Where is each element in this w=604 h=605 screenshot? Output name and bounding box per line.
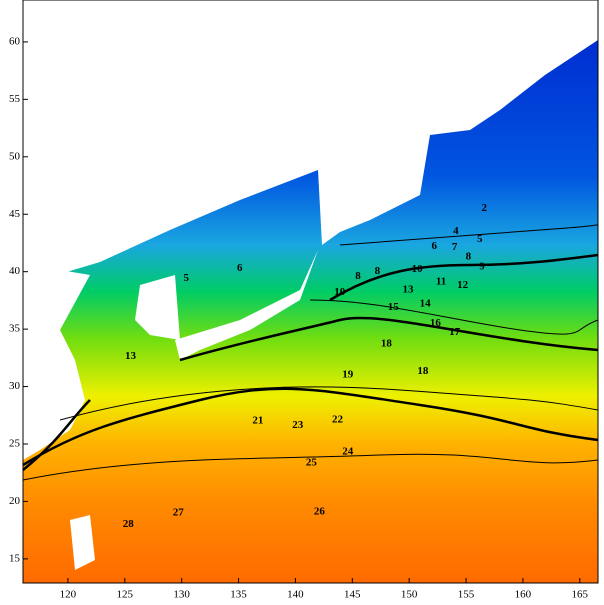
contour-lines [22, 224, 599, 481]
contour-label: 5 [183, 272, 189, 284]
contour-label: 21 [252, 415, 263, 427]
contour-label: 18 [381, 338, 393, 350]
contour-label: 9 [479, 261, 485, 273]
contour-label: 13 [403, 284, 415, 296]
contour-label: 10 [412, 263, 424, 275]
contour-label: 8 [466, 250, 472, 262]
contour-label: 14 [420, 297, 432, 309]
y-tick-label: 40 [9, 265, 21, 277]
contour-label: 16 [430, 317, 442, 329]
x-tick-label: 145 [344, 589, 361, 601]
contour-label: 24 [342, 446, 354, 458]
plot-frame [22, 0, 599, 584]
contour-label: 5 [477, 233, 483, 245]
contour-label: 28 [123, 518, 135, 530]
contour-label: 4 [453, 225, 459, 237]
contour-label: 11 [436, 276, 446, 288]
x-tick-label: 130 [173, 589, 190, 601]
x-tick-label: 140 [287, 589, 304, 601]
contour-label: 13 [125, 350, 137, 362]
contour-label: 12 [457, 279, 469, 291]
y-tick-label: 15 [9, 552, 21, 564]
contour-label: 6 [431, 240, 437, 252]
x-tick-label: 135 [230, 589, 247, 601]
contour-label: 22 [332, 413, 344, 425]
contour-label: 7 [452, 241, 458, 253]
y-tick-label: 25 [9, 438, 21, 450]
contour-label: 27 [173, 506, 185, 518]
contour-label: 25 [306, 456, 318, 468]
land [23, 0, 598, 570]
contour-label: 23 [292, 419, 304, 431]
y-tick-label: 35 [9, 323, 21, 335]
y-tick-label: 50 [9, 150, 21, 162]
x-tick-label: 150 [401, 589, 418, 601]
contour-label: 26 [314, 505, 326, 517]
y-tick-label: 20 [9, 495, 21, 507]
contour-label: 2 [482, 202, 488, 214]
contour-label: 18 [417, 365, 429, 377]
contour-label: 19 [342, 369, 354, 381]
x-tick-label: 155 [458, 589, 475, 601]
x-tick-label: 120 [60, 589, 77, 601]
contour-label: 8 [375, 265, 381, 277]
y-tick-label: 55 [9, 93, 21, 105]
x-tick-label: 125 [117, 589, 134, 601]
contour-label: 8 [355, 270, 361, 282]
y-tick-label: 30 [9, 380, 21, 392]
contour-label: 15 [388, 301, 400, 313]
contour-label: 17 [449, 326, 461, 338]
contour-label: 10 [334, 286, 346, 298]
x-tick-label: 160 [515, 589, 532, 601]
x-tick-label: 165 [572, 589, 589, 601]
y-tick-label: 45 [9, 208, 21, 220]
contour-label: 6 [237, 262, 243, 274]
y-tick-label: 60 [9, 35, 21, 47]
